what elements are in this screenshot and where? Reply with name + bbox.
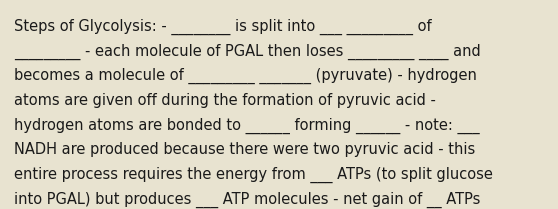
Text: becomes a molecule of _________ _______ (pyruvate) - hydrogen: becomes a molecule of _________ _______ … <box>14 68 477 84</box>
Text: entire process requires the energy from ___ ATPs (to split glucose: entire process requires the energy from … <box>14 167 493 183</box>
Text: hydrogen atoms are bonded to ______ forming ______ - note: ___: hydrogen atoms are bonded to ______ form… <box>14 117 479 134</box>
Text: atoms are given off during the formation of pyruvic acid -: atoms are given off during the formation… <box>14 93 436 108</box>
Text: _________ - each molecule of PGAL then loses _________ ____ and: _________ - each molecule of PGAL then l… <box>14 43 480 60</box>
Text: into PGAL) but produces ___ ATP molecules - net gain of __ ATPs: into PGAL) but produces ___ ATP molecule… <box>14 191 480 208</box>
Text: Steps of Glycolysis: - ________ is split into ___ _________ of: Steps of Glycolysis: - ________ is split… <box>14 19 431 35</box>
Text: NADH are produced because there were two pyruvic acid - this: NADH are produced because there were two… <box>14 142 475 157</box>
